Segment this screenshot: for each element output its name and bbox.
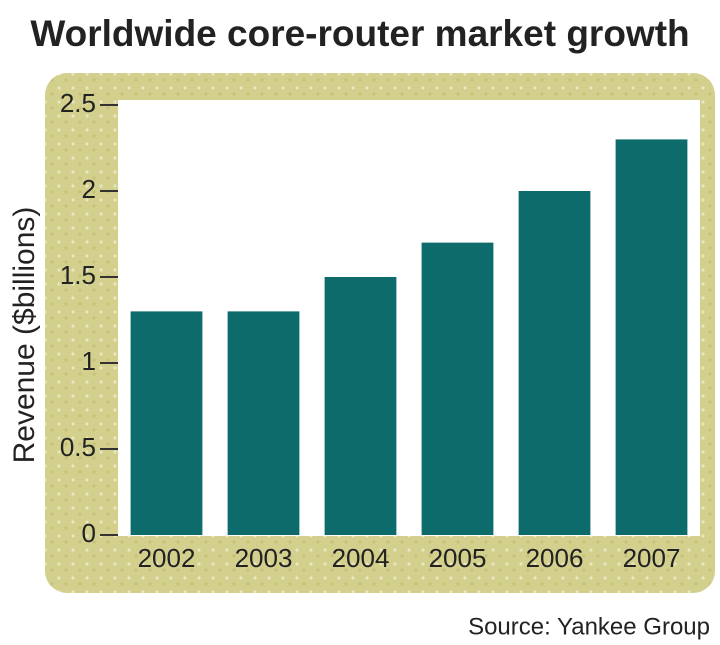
bar bbox=[615, 139, 688, 535]
plot-area bbox=[118, 100, 700, 536]
x-tick-label: 2007 bbox=[623, 543, 681, 573]
x-tick-label: 2002 bbox=[138, 543, 196, 573]
bar bbox=[518, 191, 591, 535]
y-tick-label: 0 bbox=[82, 518, 96, 548]
y-tick-label: 2 bbox=[82, 174, 96, 204]
y-axis-label: Revenue ($billions) bbox=[8, 207, 41, 464]
source: Source: Yankee Group bbox=[468, 613, 710, 640]
bar bbox=[324, 277, 397, 535]
y-tick-label: 2.5 bbox=[60, 88, 96, 118]
x-tick-label: 2006 bbox=[526, 543, 584, 573]
x-tick-label: 2003 bbox=[235, 543, 293, 573]
bar bbox=[421, 242, 494, 535]
y-tick-label: 1.5 bbox=[60, 260, 96, 290]
bar bbox=[227, 311, 300, 535]
chart-title: Worldwide core-router market growth bbox=[30, 13, 689, 54]
x-tick-label: 2004 bbox=[332, 543, 390, 573]
y-tick-label: 0.5 bbox=[60, 432, 96, 462]
x-tick-label: 2005 bbox=[429, 543, 487, 573]
bar bbox=[130, 311, 203, 535]
y-tick-label: 1 bbox=[82, 346, 96, 376]
